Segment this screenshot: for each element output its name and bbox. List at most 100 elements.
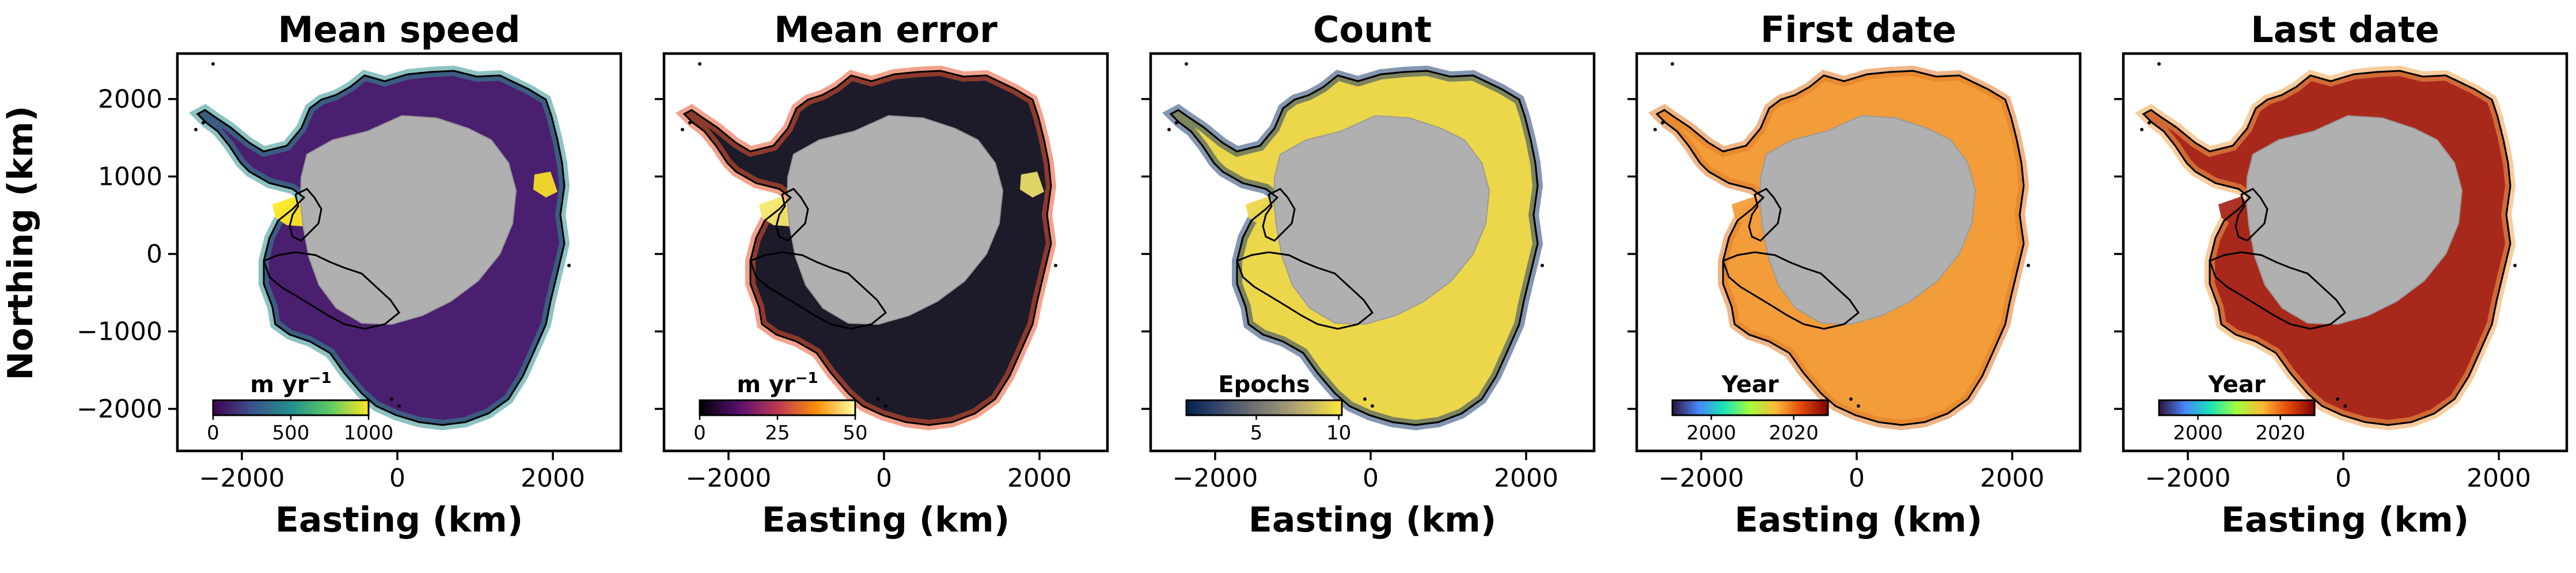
panel-frame xyxy=(662,52,1109,453)
panel-title: Last date xyxy=(2251,9,2439,51)
panel-title: Mean error xyxy=(774,9,997,51)
colorbar xyxy=(2158,399,2316,416)
x-tick-label: −2000 xyxy=(686,464,772,493)
island-dot xyxy=(194,128,198,131)
map-layer xyxy=(2135,62,2517,431)
map-layer xyxy=(676,62,1057,431)
x-axis-label: Easting (km) xyxy=(2221,500,2469,540)
x-tick-label: 2000 xyxy=(1494,464,1558,493)
island-dot xyxy=(1175,121,1178,124)
colorbar-tick-label: 0 xyxy=(207,422,219,445)
colorbar-tick-label: 50 xyxy=(843,422,867,445)
island-dot xyxy=(1857,404,1860,408)
x-axis-label: Easting (km) xyxy=(762,500,1010,540)
ross-ice-shelf-outline xyxy=(1236,251,1374,330)
map-layer xyxy=(189,62,571,431)
panel-frame xyxy=(1635,52,2082,453)
colorbar-tick-label: 2020 xyxy=(1769,422,1819,445)
island-dot xyxy=(2513,264,2517,267)
colorbar xyxy=(699,399,856,416)
map-panel: Mean error −2000 0 2000 Easting (km) m yr−1 0 2… xyxy=(655,9,1109,540)
x-tick-label: −2000 xyxy=(1659,464,1744,493)
x-tick-label: 2000 xyxy=(521,464,585,493)
filchner-ronne-shelf-outline xyxy=(1748,188,1782,242)
x-tick-label: 0 xyxy=(1363,464,1379,493)
y-tick-label: 0 xyxy=(146,240,162,269)
island-dot xyxy=(1363,397,1367,401)
ross-ice-shelf-outline xyxy=(749,251,887,330)
map-panel: Count −2000 0 2000 Easting (km) Epochs 5 10 xyxy=(1141,9,1596,540)
x-axis-label: Easting (km) xyxy=(1249,500,1496,540)
x-tick-label: −2000 xyxy=(1173,464,1258,493)
island-dot xyxy=(681,128,684,131)
island-dot xyxy=(884,404,887,408)
island-dot xyxy=(2027,264,2030,267)
colorbar xyxy=(1185,399,1343,416)
colorbar-label: Year xyxy=(1721,371,1778,398)
colorbar-label-exponent: −1 xyxy=(795,370,818,387)
coastal-high-value-patch xyxy=(1507,172,1531,198)
x-tick-label: −2000 xyxy=(199,464,285,493)
colorbar-label-main: m yr xyxy=(737,371,795,398)
colorbar-tick-label: 0 xyxy=(693,422,706,445)
island-dot xyxy=(1541,264,1544,267)
x-axis-label: Easting (km) xyxy=(1735,500,1982,540)
no-data-interior xyxy=(1759,115,1976,325)
coastal-high-value-patch xyxy=(533,172,557,198)
coastline xyxy=(1655,70,2025,426)
colorbar-label: Year xyxy=(2207,371,2265,398)
panel-title: Mean speed xyxy=(278,9,520,51)
island-dot xyxy=(202,121,205,124)
panel-frame xyxy=(2122,52,2569,453)
panels: Mean speed −2000 0 2000 2000 1000 0 −1 0 0 0 −2000 E… xyxy=(77,9,2569,540)
colorbar-tick-label: 10 xyxy=(1326,422,1351,445)
coastal-high-value-patch xyxy=(1020,172,1044,198)
filchner-ronne-shelf-outline xyxy=(2234,188,2268,242)
y-axis-label: Northing (km) xyxy=(1,106,41,381)
no-data-interior xyxy=(1273,115,1490,325)
island-dot xyxy=(1185,62,1188,66)
colorbar-label-main: Epochs xyxy=(1218,371,1310,398)
panel-title: First date xyxy=(1761,9,1956,51)
coastline xyxy=(682,70,1052,426)
colorbar xyxy=(1671,399,1829,416)
island-dot xyxy=(2140,128,2143,131)
island-dot xyxy=(1653,128,1657,131)
island-dot xyxy=(390,397,393,401)
y-tick-label: −2000 xyxy=(77,394,162,424)
x-tick-label: 2000 xyxy=(1980,464,2044,493)
ross-ice-shelf-outline xyxy=(2209,251,2347,330)
no-data-interior xyxy=(786,115,1004,325)
colorbar xyxy=(212,399,370,416)
ross-ice-shelf-outline xyxy=(263,251,401,330)
island-dot xyxy=(211,62,215,66)
colorbar-label-main: Year xyxy=(1721,371,1778,398)
filchner-ronne-shelf-outline xyxy=(775,188,809,242)
y-tick-label: 1000 xyxy=(98,162,162,192)
island-dot xyxy=(2343,404,2347,408)
island-dot xyxy=(2336,397,2339,401)
island-dot xyxy=(1371,404,1374,408)
no-data-interior xyxy=(2245,115,2463,325)
x-tick-label: −2000 xyxy=(2145,464,2231,493)
map-layer xyxy=(1162,62,1544,431)
panel-frame xyxy=(1149,52,1596,453)
colorbar-label: m yr−1 xyxy=(250,370,331,398)
island-dot xyxy=(2148,121,2151,124)
coastal-high-value-patch xyxy=(1993,172,2017,198)
island-dot xyxy=(1167,128,1171,131)
island-dot xyxy=(2157,62,2161,66)
colorbar-tick-label: 500 xyxy=(272,422,310,445)
colorbar-tick-label: 5 xyxy=(1250,422,1263,445)
island-dot xyxy=(877,397,880,401)
panel-title: Count xyxy=(1313,9,1432,51)
no-data-interior xyxy=(299,115,517,325)
coastline xyxy=(1169,70,1539,426)
x-tick-label: 0 xyxy=(876,464,892,493)
map-panel: Last date −2000 0 2000 Easting (km) Year 2000 2… xyxy=(2114,9,2569,540)
colorbar-tick-label: 2000 xyxy=(1686,422,1736,445)
island-dot xyxy=(1671,62,1674,66)
coastline xyxy=(2142,70,2511,426)
island-dot xyxy=(567,264,571,267)
